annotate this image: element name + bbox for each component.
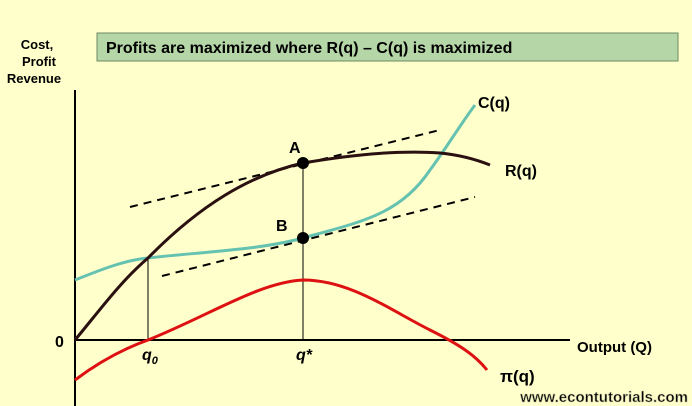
watermark: www.econtutorials.com xyxy=(519,389,688,406)
point-a xyxy=(297,157,309,169)
title: Profits are maximized where R(q) – C(q) … xyxy=(106,40,512,57)
curve-label: C(q) xyxy=(478,95,510,112)
y-axis-label: Profit xyxy=(22,54,57,69)
profit-curve xyxy=(74,278,489,382)
origin-label: 0 xyxy=(55,334,64,351)
point-label: A xyxy=(289,140,301,157)
x-mark-subscript: 0 xyxy=(152,355,159,367)
point-label: B xyxy=(276,218,288,235)
title-box xyxy=(96,32,679,62)
x-axis-label: Output (Q) xyxy=(577,339,652,356)
y-axis-label: Cost, xyxy=(21,37,54,52)
point-b xyxy=(297,232,309,244)
curve-label: R(q) xyxy=(505,163,537,180)
tangent-b xyxy=(161,196,476,277)
curve-label: π(q) xyxy=(500,367,535,386)
x-mark-label: q* xyxy=(296,347,313,364)
y-axis-label: Revenue xyxy=(7,71,61,86)
x-mark-label: q xyxy=(142,347,152,364)
revenue-curve xyxy=(73,150,491,341)
x-mark-label: q0 xyxy=(142,347,159,367)
